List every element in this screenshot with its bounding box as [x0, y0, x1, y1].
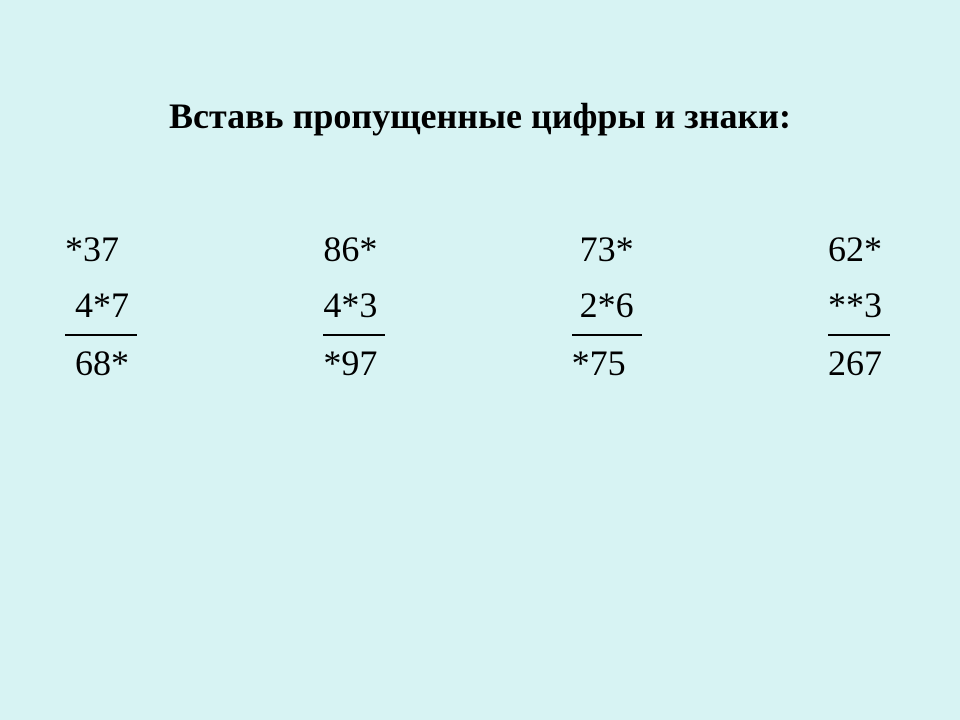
operand-top: 86* — [323, 222, 385, 278]
math-problem: 62* **3 267 — [828, 222, 890, 391]
result: 267 — [828, 336, 890, 392]
math-problem: 86* 4*3 *97 — [323, 222, 385, 391]
result: 68* — [65, 336, 137, 392]
operand-top: 73* — [572, 222, 642, 278]
math-problem: *37 4*7 68* — [65, 222, 137, 391]
operand-top: *37 — [65, 222, 137, 278]
operand-bottom: 4*3 — [323, 278, 385, 336]
operand-bottom: 4*7 — [65, 278, 137, 336]
problems-container: *37 4*7 68* 86* 4*3 *97 73* 2*6 *75 62* … — [0, 222, 960, 391]
result: *75 — [572, 336, 642, 392]
math-problem: 73* 2*6 *75 — [572, 222, 642, 391]
operand-bottom: **3 — [828, 278, 890, 336]
result: *97 — [323, 336, 385, 392]
operand-bottom: 2*6 — [572, 278, 642, 336]
operand-top: 62* — [828, 222, 890, 278]
page-title: Вставь пропущенные цифры и знаки: — [0, 95, 960, 137]
